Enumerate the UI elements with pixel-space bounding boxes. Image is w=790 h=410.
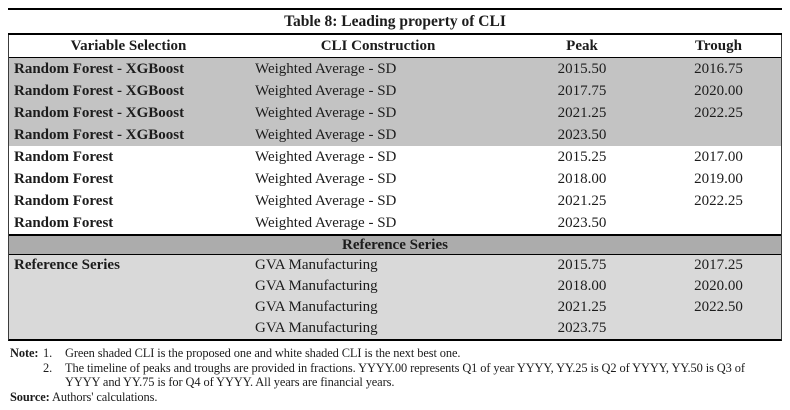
cell-construction: Weighted Average - SD — [255, 82, 397, 99]
col-header-trough: Trough — [695, 37, 742, 54]
cell-trough: 2020.00 — [694, 82, 743, 99]
table-row: Random Forest Weighted Average - SD 2023… — [9, 212, 781, 234]
source-line: Source: Authors' calculations. — [8, 390, 782, 405]
cell-variable: Random Forest - XGBoost — [14, 126, 185, 143]
cell-trough: 2017.00 — [694, 148, 743, 165]
reference-series-band: Reference Series — [9, 234, 781, 255]
cell-peak: 2023.75 — [557, 320, 607, 336]
section-next-best-cli: Random Forest Weighted Average - SD 2015… — [9, 146, 781, 234]
cell-peak: 2018.00 — [557, 170, 607, 187]
cell-peak: 2018.00 — [557, 278, 607, 294]
note-1-text: Green shaded CLI is the proposed one and… — [65, 346, 461, 360]
cell-variable: Random Forest — [14, 214, 114, 231]
cell-trough: 2016.75 — [694, 60, 743, 77]
cell-trough: 2022.25 — [694, 192, 743, 209]
section-proposed-cli: Random Forest - XGBoost Weighted Average… — [9, 58, 781, 146]
cell-variable: Random Forest - XGBoost — [14, 60, 185, 77]
cell-construction: Weighted Average - SD — [255, 126, 397, 143]
cell-variable: Random Forest — [14, 170, 114, 187]
table-row: GVA Manufacturing 2018.00 2020.00 — [9, 276, 781, 297]
note-1-number: 1. — [43, 346, 53, 360]
col-header-cli-construction: CLI Construction — [320, 37, 436, 54]
cell-construction: GVA Manufacturing — [255, 257, 378, 273]
cell-peak: 2021.25 — [557, 192, 607, 209]
cell-peak: 2015.75 — [557, 257, 607, 273]
cell-variable: Random Forest - XGBoost — [14, 104, 185, 121]
table-title: Table 8: Leading property of CLI — [8, 8, 782, 35]
cell-peak: 2015.50 — [557, 60, 607, 77]
cell-peak: 2023.50 — [557, 214, 607, 231]
cell-peak: 2017.75 — [557, 82, 607, 99]
note-2-number: 2. — [43, 360, 53, 375]
cell-peak: 2021.25 — [557, 104, 607, 121]
cell-peak: 2021.25 — [557, 299, 607, 315]
cell-construction: Weighted Average - SD — [255, 60, 397, 77]
cell-construction: Weighted Average - SD — [255, 214, 397, 231]
table-row: GVA Manufacturing 2023.75 — [9, 318, 781, 339]
table-row: Random Forest Weighted Average - SD 2015… — [9, 146, 781, 168]
table-row: Reference Series GVA Manufacturing 2015.… — [9, 255, 781, 276]
table-row: Random Forest Weighted Average - SD 2021… — [9, 190, 781, 212]
table-row: Random Forest Weighted Average - SD 2018… — [9, 168, 781, 190]
source-text: Authors' calculations. — [52, 389, 158, 404]
source-label: Source: — [10, 389, 50, 404]
cell-trough: 2019.00 — [694, 170, 743, 187]
cell-trough: 2022.50 — [694, 299, 743, 315]
cell-peak: 2015.25 — [557, 148, 607, 165]
table-header-row: Variable Selection CLI Construction Peak… — [9, 35, 781, 58]
cell-trough: 2022.25 — [694, 104, 743, 121]
cell-construction: Weighted Average - SD — [255, 148, 397, 165]
cell-construction: GVA Manufacturing — [255, 320, 378, 336]
cell-trough: 2020.00 — [694, 278, 743, 294]
table-row: Random Forest - XGBoost Weighted Average… — [9, 58, 781, 80]
cell-construction: GVA Manufacturing — [255, 299, 378, 315]
cell-variable: Reference Series — [14, 257, 120, 273]
note-label-spacer — [10, 361, 43, 390]
cell-peak: 2023.50 — [557, 126, 607, 143]
cell-construction: Weighted Average - SD — [255, 192, 397, 209]
table-row: Random Forest - XGBoost Weighted Average… — [9, 80, 781, 102]
cell-variable: Random Forest — [14, 148, 114, 165]
col-header-variable-selection: Variable Selection — [70, 37, 187, 54]
cell-variable: Random Forest - XGBoost — [14, 82, 185, 99]
table-row: Random Forest - XGBoost Weighted Average… — [9, 124, 781, 146]
col-header-peak: Peak — [566, 37, 598, 54]
table-notes: Note: 1. Green shaded CLI is the propose… — [8, 346, 782, 404]
cell-construction: GVA Manufacturing — [255, 278, 378, 294]
cell-variable: Random Forest — [14, 192, 114, 209]
cell-trough: 2017.25 — [694, 257, 743, 273]
section-reference-series: Reference Series GVA Manufacturing 2015.… — [9, 255, 781, 339]
note-line-1: Note: 1. Green shaded CLI is the propose… — [8, 346, 782, 361]
table-row: Random Forest - XGBoost Weighted Average… — [9, 102, 781, 124]
cli-leading-property-table: Table 8: Leading property of CLI Variabl… — [8, 8, 782, 341]
table-row: GVA Manufacturing 2021.25 2022.50 — [9, 297, 781, 318]
note-2-text: The timeline of peaks and troughs are pr… — [65, 360, 745, 390]
table-body: Variable Selection CLI Construction Peak… — [8, 35, 782, 341]
note-label: Note: — [10, 346, 39, 360]
cell-construction: Weighted Average - SD — [255, 170, 397, 187]
cell-construction: Weighted Average - SD — [255, 104, 397, 121]
note-line-2: 2. The timeline of peaks and troughs are… — [8, 361, 782, 390]
